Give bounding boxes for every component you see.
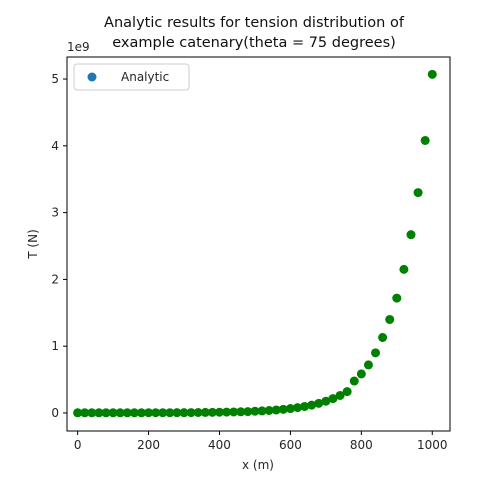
data-point (94, 408, 104, 418)
x-axis: 0 200 400 600 800 1000 (74, 431, 448, 452)
data-point (129, 408, 139, 418)
chart-title-line-2: example catenary(theta = 75 degrees) (112, 35, 396, 51)
data-point (151, 408, 161, 418)
x-tick-label: 1000 (417, 438, 448, 452)
data-point (420, 135, 430, 145)
data-points (73, 69, 437, 418)
x-tick-label: 600 (279, 438, 302, 452)
data-point (144, 408, 154, 418)
data-point (214, 407, 224, 417)
data-point (328, 394, 338, 404)
y-tick-label: 1 (51, 339, 59, 353)
data-point (108, 408, 118, 418)
data-point (80, 408, 90, 418)
data-point (115, 408, 125, 418)
data-point (165, 408, 175, 418)
y-tick-label: 0 (51, 406, 59, 420)
data-point (250, 406, 260, 416)
data-point (399, 264, 409, 274)
data-point (101, 408, 111, 418)
x-tick-label: 0 (74, 438, 82, 452)
chart-title-line-1: Analytic results for tension distributio… (104, 15, 405, 31)
data-point (321, 396, 331, 406)
data-point (363, 360, 373, 370)
x-tick-label: 400 (208, 438, 231, 452)
data-point (307, 400, 317, 410)
data-point (342, 387, 352, 397)
y-tick-label: 3 (51, 206, 59, 220)
data-point (335, 390, 345, 400)
legend-label-analytic: Analytic (121, 70, 169, 84)
y-tick-label: 4 (51, 139, 59, 153)
data-point (200, 407, 210, 417)
y-axis: 0 1 2 3 4 5 (51, 72, 67, 420)
data-point (257, 406, 267, 416)
legend: Analytic (73, 63, 190, 91)
data-point (427, 69, 437, 79)
data-point (385, 314, 395, 324)
data-point (392, 293, 402, 303)
data-point (172, 408, 182, 418)
data-point (136, 408, 146, 418)
data-point (158, 408, 168, 418)
legend-box (73, 63, 190, 91)
data-point (413, 188, 423, 198)
data-point (73, 408, 83, 418)
data-point (349, 376, 359, 386)
data-point (356, 369, 366, 379)
data-point (122, 408, 132, 418)
data-point (293, 403, 303, 413)
data-point (193, 408, 203, 418)
data-point (179, 408, 189, 418)
data-point (378, 333, 388, 342)
legend-marker-analytic (87, 72, 97, 82)
data-point (87, 408, 97, 418)
data-point (236, 407, 246, 417)
plot-area (66, 56, 451, 432)
y-tick-label: 5 (51, 72, 59, 86)
data-point (264, 405, 274, 415)
data-point (243, 407, 253, 417)
data-point (314, 398, 324, 408)
y-tick-label: 2 (51, 272, 59, 286)
data-point (300, 401, 310, 411)
data-point (186, 408, 196, 418)
data-point (229, 407, 239, 417)
y-offset-label: 1e9 (67, 40, 90, 54)
data-point (222, 407, 232, 417)
data-point (285, 404, 295, 414)
x-tick-label: 800 (350, 438, 373, 452)
y-axis-title: T (N) (26, 229, 40, 259)
x-axis-title: x (m) (242, 458, 274, 472)
data-point (371, 348, 381, 358)
data-point (406, 230, 416, 240)
data-point (271, 405, 281, 415)
data-point (278, 404, 288, 414)
x-tick-label: 200 (137, 438, 160, 452)
data-point (207, 407, 217, 417)
